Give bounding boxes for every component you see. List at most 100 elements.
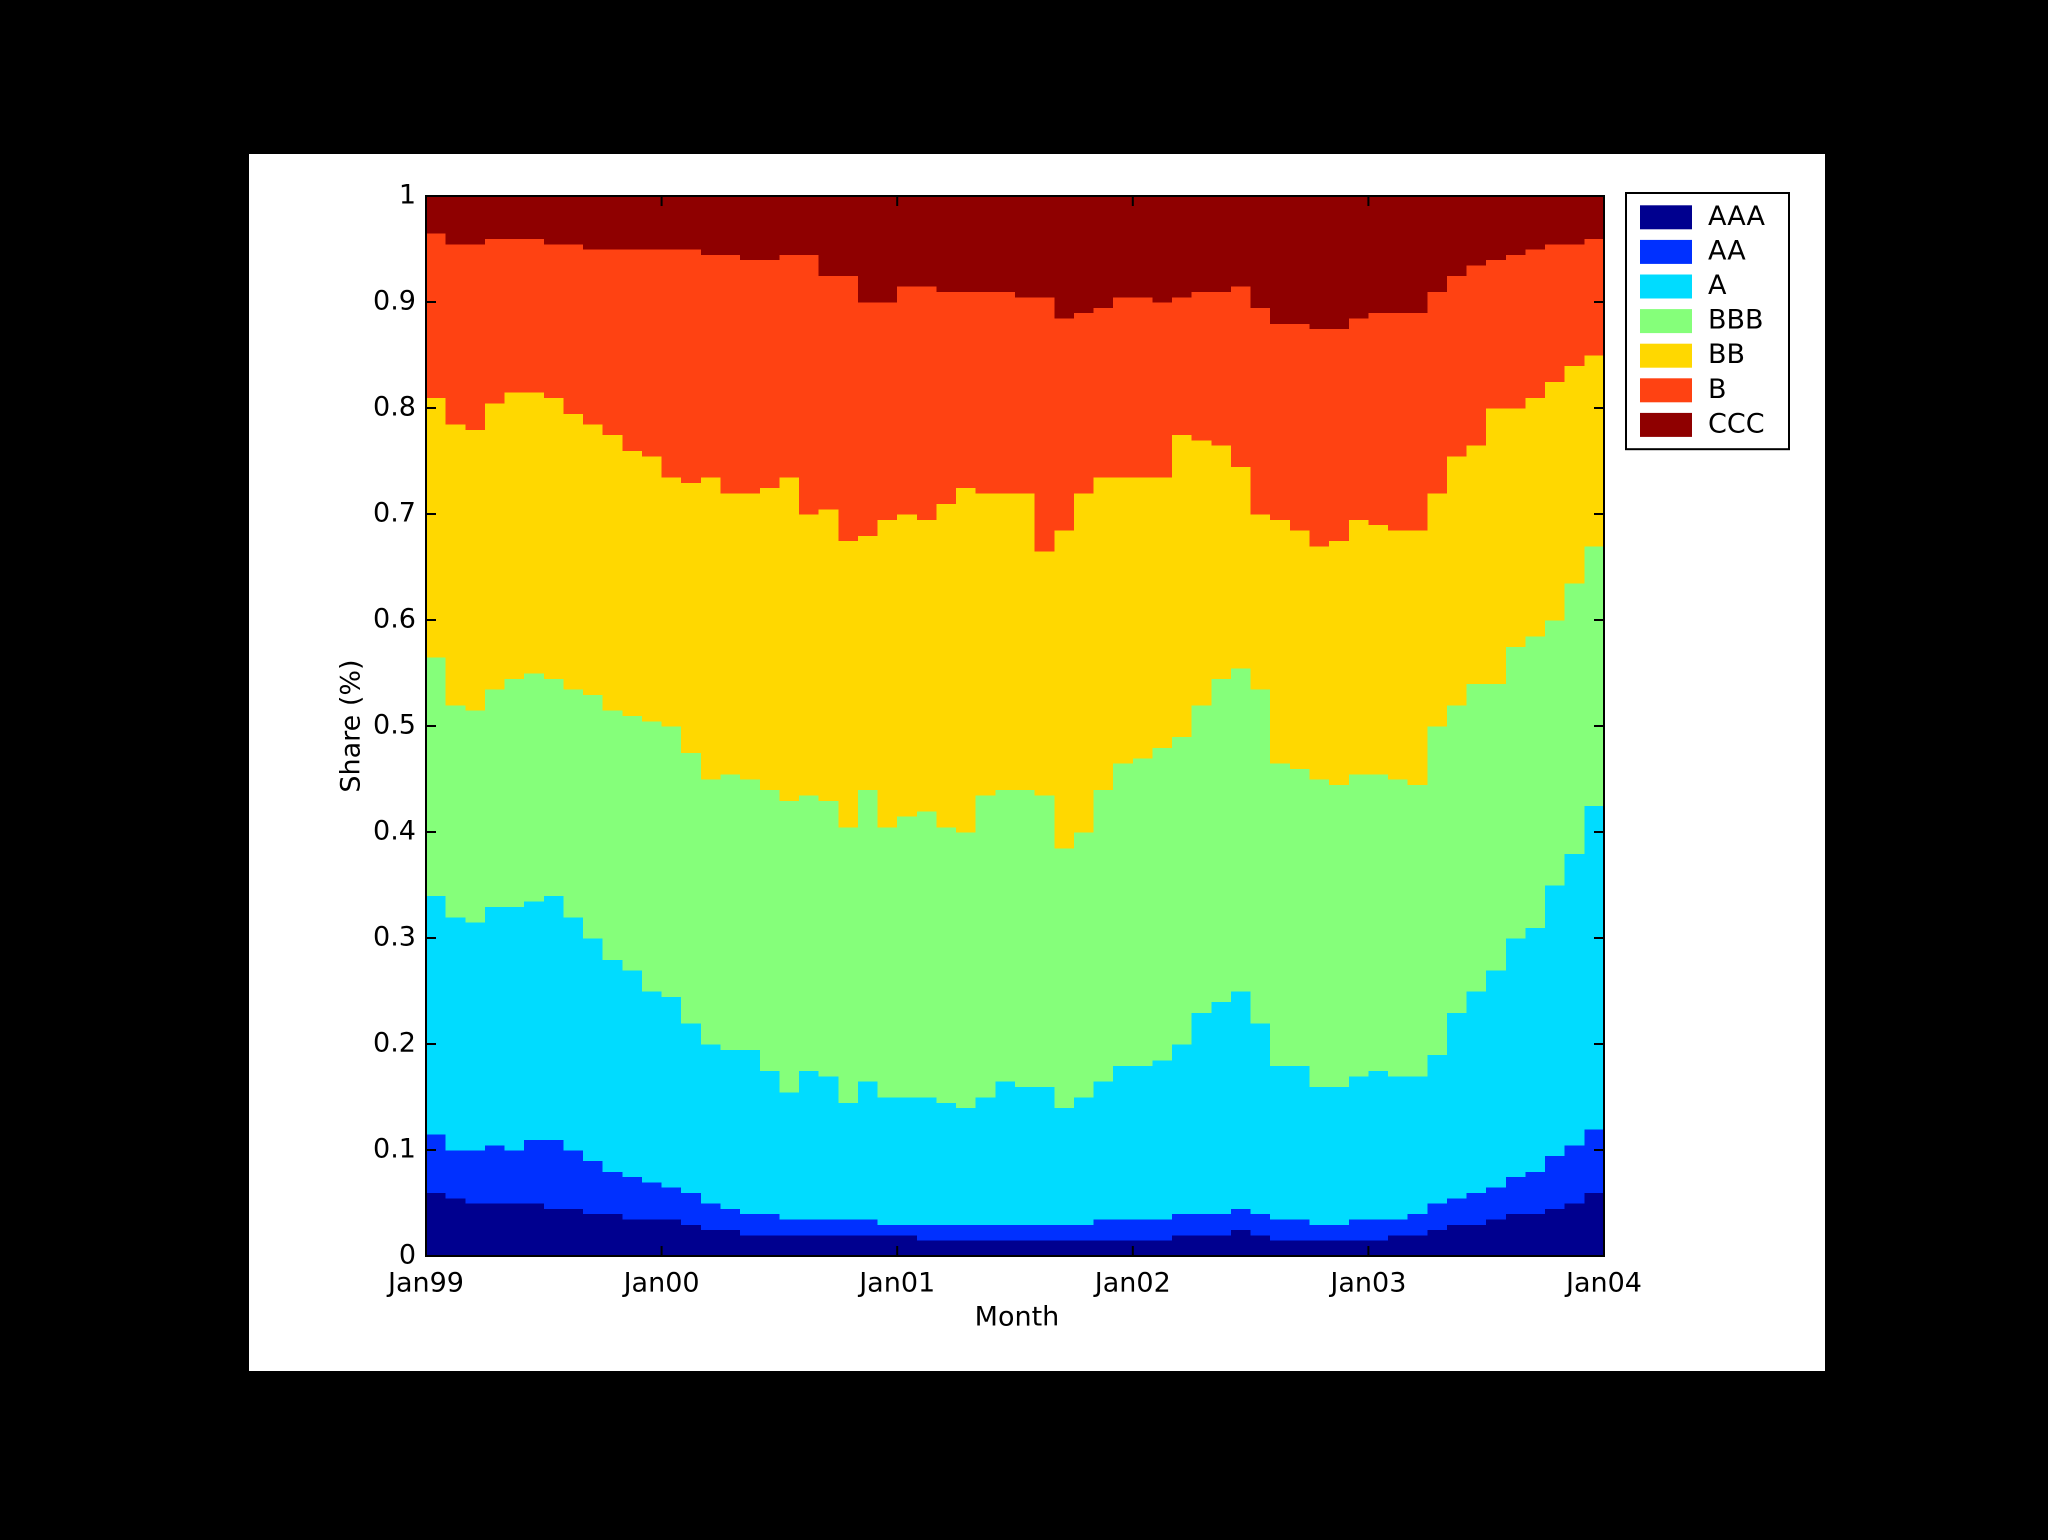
legend-label: BB xyxy=(1708,339,1745,370)
area-segment xyxy=(1329,328,1350,542)
area-segment xyxy=(1093,1218,1114,1241)
area-segment xyxy=(975,492,996,796)
area-segment xyxy=(543,895,565,1140)
area-segment xyxy=(1152,747,1173,1061)
area-segment xyxy=(897,286,918,515)
area-segment xyxy=(740,492,761,780)
area-segment xyxy=(877,1097,898,1225)
area-segment xyxy=(583,1160,604,1215)
area-segment xyxy=(1368,524,1389,775)
area-segment xyxy=(445,1150,466,1199)
area-segment xyxy=(1034,1240,1055,1257)
area-segment xyxy=(681,249,702,483)
area-segment xyxy=(641,1218,663,1257)
y-tick-label: 0 xyxy=(399,1240,416,1271)
area-segment xyxy=(1446,704,1468,1013)
area-segment xyxy=(818,800,839,1077)
area-segment xyxy=(1427,291,1448,494)
area-segment xyxy=(1486,683,1507,971)
area-segment xyxy=(877,302,898,520)
area-segment xyxy=(445,1197,466,1257)
area-segment xyxy=(1230,1229,1252,1257)
legend-label: B xyxy=(1708,374,1727,405)
area-segment xyxy=(426,397,447,658)
area-segment xyxy=(1191,1234,1212,1257)
area-segment xyxy=(1486,1187,1507,1220)
area-segment xyxy=(1368,312,1389,526)
area-segment xyxy=(1015,1086,1036,1225)
area-segment xyxy=(1466,445,1487,685)
area-segment xyxy=(1309,1224,1330,1241)
area-segment xyxy=(641,1181,663,1220)
area-segment xyxy=(1309,328,1330,547)
area-segment xyxy=(838,540,859,828)
area-segment xyxy=(1015,296,1036,494)
area-segment xyxy=(1466,264,1487,446)
area-segment xyxy=(563,916,584,1151)
area-segment xyxy=(1545,1208,1566,1257)
area-segment xyxy=(622,1176,643,1220)
area-segment xyxy=(1525,196,1546,250)
area-segment xyxy=(583,423,604,695)
area-segment xyxy=(524,196,545,239)
area-segment xyxy=(1525,1213,1546,1257)
area-segment xyxy=(936,826,957,1103)
area-segment xyxy=(1545,243,1566,383)
area-segment xyxy=(1093,789,1114,1082)
area-segment xyxy=(1270,323,1291,520)
area-segment xyxy=(563,413,584,690)
area-segment xyxy=(1230,466,1252,669)
area-segment xyxy=(1250,1234,1271,1257)
area-segment xyxy=(563,243,584,414)
area-segment xyxy=(563,1150,584,1209)
area-segment xyxy=(445,704,466,918)
area-segment xyxy=(936,1240,957,1257)
area-segment xyxy=(779,1218,800,1236)
area-segment xyxy=(1545,1155,1566,1209)
area-segment xyxy=(799,794,820,1072)
area-segment xyxy=(1329,540,1350,785)
area-segment xyxy=(936,291,957,504)
area-segment xyxy=(1250,1213,1271,1236)
area-segment xyxy=(700,254,722,478)
x-tick-label: Jan99 xyxy=(386,1268,464,1299)
area-segment xyxy=(1289,1065,1311,1220)
area-segment xyxy=(641,991,663,1183)
area-segment xyxy=(877,1224,898,1236)
area-segment xyxy=(1230,286,1252,467)
area-segment xyxy=(877,519,898,828)
area-segment xyxy=(1407,1234,1428,1257)
area-segment xyxy=(1093,307,1114,478)
legend-swatch xyxy=(1640,309,1692,334)
area-segment xyxy=(484,688,506,907)
area-segment xyxy=(740,1213,761,1236)
area-segment xyxy=(1446,275,1468,457)
area-segment xyxy=(1250,688,1271,1024)
area-segment xyxy=(1230,1208,1252,1231)
area-segment xyxy=(602,1213,623,1257)
area-segment xyxy=(1191,704,1212,1013)
area-segment xyxy=(1172,434,1193,738)
area-segment xyxy=(1289,196,1311,324)
area-segment xyxy=(563,688,584,918)
area-segment xyxy=(524,1139,545,1204)
area-segment xyxy=(1545,620,1566,886)
area-segment xyxy=(524,238,545,393)
area-segment xyxy=(759,789,780,1072)
area-segment xyxy=(1348,1240,1369,1257)
area-segment xyxy=(995,492,1016,791)
area-segment xyxy=(779,800,800,1093)
area-segment xyxy=(504,1150,525,1204)
area-segment xyxy=(1172,1044,1193,1215)
area-segment xyxy=(1113,1240,1134,1257)
area-segment xyxy=(445,916,466,1151)
legend-swatch xyxy=(1640,343,1692,368)
area-segment xyxy=(720,1229,741,1257)
area-segment xyxy=(857,535,879,791)
area-segment xyxy=(661,1187,682,1220)
area-segment xyxy=(1191,1012,1212,1215)
area-segment xyxy=(1034,296,1055,552)
area-segment xyxy=(1230,991,1252,1209)
area-segment xyxy=(1132,296,1154,478)
